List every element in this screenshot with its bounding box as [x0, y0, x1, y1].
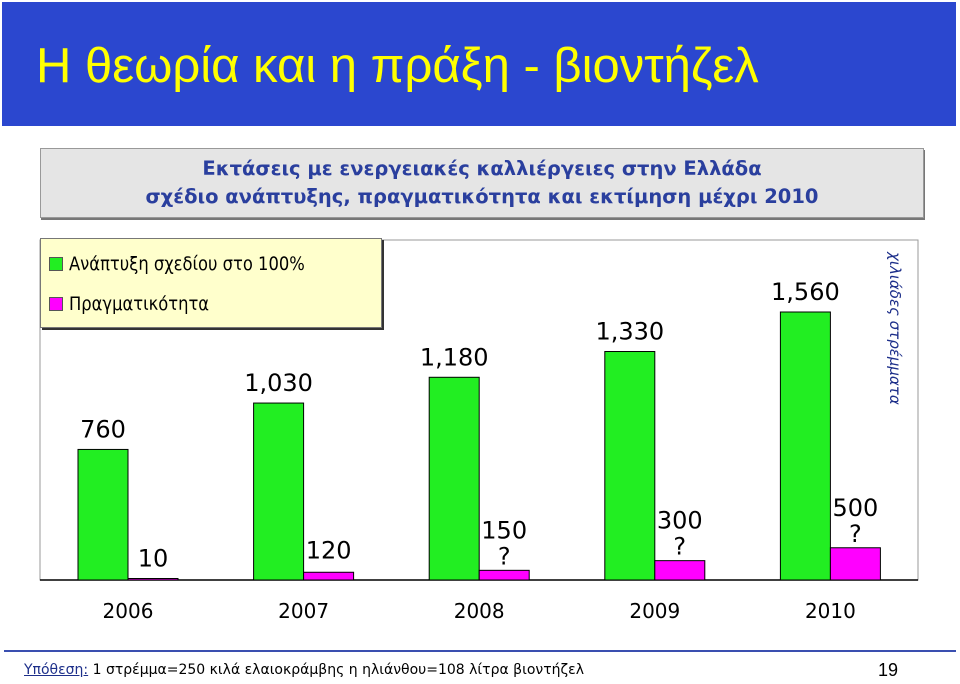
uncertain-mark-2009: ?	[673, 533, 686, 561]
data-label-actual-2006: 10	[138, 545, 169, 573]
x-tick-label-2010: 2010	[805, 599, 856, 623]
x-tick-label-2009: 2009	[629, 599, 680, 623]
uncertain-mark-2008: ?	[498, 542, 511, 570]
x-tick-label-2006: 2006	[103, 599, 154, 623]
bar-actual-2010	[829, 547, 881, 581]
bar-actual-2009	[654, 560, 706, 581]
bar-actual-2006	[127, 578, 179, 581]
data-label-plan-2007: 1,030	[244, 369, 313, 397]
x-tick-label-2007: 2007	[278, 599, 329, 623]
title-bar: Η θεωρία και η πράξη - βιοντήζελ	[2, 2, 956, 126]
bar-plan-2010	[779, 311, 831, 581]
data-label-plan-2006: 760	[80, 415, 126, 443]
footer-divider	[4, 650, 956, 652]
data-label-plan-2008: 1,180	[420, 343, 489, 371]
legend-label-plan: Ανάπτυξη σχεδίου στο 100%	[69, 253, 305, 275]
legend-item-plan: Ανάπτυξη σχεδίου στο 100%	[49, 251, 343, 277]
data-label-plan-2010: 1,560	[771, 278, 840, 306]
footer-label: Υπόθεση:	[24, 662, 89, 678]
y-axis-label: χιλιάδες στρέμματα	[886, 251, 904, 405]
data-label-actual-2010: 500	[832, 494, 878, 522]
footer-text: 1 στρέμμα=250 κιλά ελαιοκράμβης η ηλιάνθ…	[88, 662, 584, 678]
data-label-actual-2007: 120	[306, 536, 352, 564]
bar-plan-2009	[604, 351, 656, 581]
page-title: Η θεωρία και η πράξη - βιοντήζελ	[36, 39, 759, 93]
x-tick-label-2008: 2008	[454, 599, 505, 623]
bar-chart: 760 10 2006 1,030 120 2007 1,180 150? 2008 1,330 3…	[39, 239, 919, 623]
bar-actual-2008	[478, 569, 530, 581]
bar-actual-2007	[303, 571, 355, 581]
legend-item-actual: Πραγματικότητα	[49, 291, 232, 317]
data-label-actual-2009: 300	[657, 507, 703, 535]
data-label-plan-2009: 1,330	[595, 318, 664, 346]
bar-plan-2007	[253, 402, 305, 581]
legend-swatch-actual	[49, 297, 63, 311]
subtitle-box: Εκτάσεις με ενεργειακές καλλιέργειες στη…	[40, 148, 924, 218]
bar-plan-2008	[428, 376, 480, 581]
legend-label-actual: Πραγματικότητα	[69, 293, 210, 315]
footer-note: Υπόθεση: 1 στρέμμα=250 κιλά ελαιοκράμβης…	[24, 662, 584, 678]
page-number: 19	[878, 660, 899, 680]
data-label-actual-2008: 150	[481, 516, 527, 544]
legend: Ανάπτυξη σχεδίου στο 100% Πραγματικότητα	[40, 238, 382, 328]
subtitle-line-2: σχέδιο ανάπτυξης, πραγματικότητα και εκτ…	[145, 185, 819, 208]
subtitle-line-1: Εκτάσεις με ενεργειακές καλλιέργειες στη…	[202, 157, 762, 180]
uncertain-mark-2010: ?	[849, 520, 862, 548]
legend-swatch-plan	[49, 257, 63, 271]
bar-plan-2006	[77, 448, 129, 581]
